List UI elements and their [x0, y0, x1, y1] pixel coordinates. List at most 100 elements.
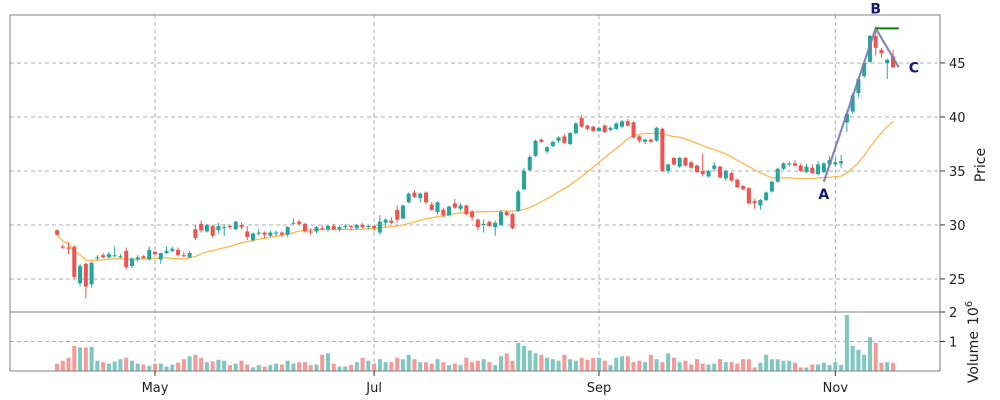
candle: [470, 209, 475, 221]
candle: [516, 189, 521, 212]
date-tick-label: May: [142, 381, 169, 396]
volume-bar: [377, 359, 382, 371]
candle-body: [787, 163, 792, 165]
volume-bar: [400, 359, 405, 371]
candle-body: [331, 226, 336, 230]
volume-bar: [412, 359, 417, 371]
candle: [406, 192, 411, 204]
candle: [475, 218, 480, 231]
candle: [769, 180, 774, 193]
candle-body: [775, 168, 780, 182]
volume-bar: [792, 362, 798, 371]
candle: [620, 120, 625, 128]
volume-bar: [568, 359, 573, 371]
volume-bar: [804, 367, 809, 371]
candle: [694, 164, 699, 174]
candle: [821, 162, 826, 174]
volume-bar: [694, 359, 699, 371]
volume-bar: [545, 357, 550, 371]
candle: [245, 226, 250, 241]
candle-body: [372, 226, 377, 229]
candle: [752, 199, 757, 209]
candle-body: [637, 136, 642, 141]
candle: [527, 154, 532, 171]
candle-body: [475, 219, 480, 228]
candles: [54, 30, 896, 299]
candle-body: [873, 35, 878, 48]
candle-body: [349, 226, 354, 228]
volume-bar: [112, 361, 117, 371]
candle-body: [435, 202, 440, 212]
volume-bar: [654, 359, 659, 371]
volume-bar: [510, 360, 515, 371]
candle: [648, 138, 653, 143]
volume-exponent-base: 10: [966, 307, 982, 325]
candle-body: [400, 205, 405, 219]
candle: [839, 154, 844, 168]
candle-body: [60, 246, 65, 248]
volume-bar: [129, 360, 134, 371]
volume-bar: [331, 363, 336, 371]
candle: [504, 210, 509, 217]
candle-body: [752, 201, 757, 204]
volume-bar: [470, 362, 475, 371]
candle-body: [164, 250, 169, 254]
volume-tick-label: 2: [949, 306, 957, 321]
candle: [764, 191, 769, 202]
candle-body: [187, 253, 192, 258]
candle: [395, 205, 400, 223]
svg-text:Volume106: Volume 106: [964, 301, 982, 383]
volume-bar: [533, 353, 538, 371]
volume-bar: [181, 359, 186, 371]
candle: [585, 124, 590, 130]
date-tick-label: Jul: [365, 381, 382, 396]
volume-bar: [297, 362, 302, 371]
volume-bar: [274, 363, 279, 371]
candle: [325, 224, 330, 232]
candle-body: [412, 192, 417, 197]
volume-bar: [95, 360, 100, 371]
candle: [377, 215, 382, 235]
volume-bar: [516, 342, 521, 371]
candle: [66, 242, 71, 255]
candle: [798, 163, 803, 173]
candle-body: [152, 251, 158, 255]
candle: [274, 230, 279, 236]
volume-bar: [141, 364, 146, 371]
pattern-point-label-c: C: [909, 60, 919, 76]
candle: [539, 138, 544, 143]
volume-bar: [78, 347, 83, 371]
candle: [833, 157, 838, 167]
candle: [308, 228, 313, 235]
volume-bar: [279, 364, 284, 371]
candle-body: [285, 227, 290, 235]
candle: [666, 163, 671, 174]
candle: [291, 218, 296, 225]
volume-bar: [689, 364, 694, 371]
candle: [112, 246, 117, 258]
candle-body: [556, 137, 561, 141]
candle: [147, 246, 152, 261]
candle-body: [72, 246, 77, 277]
volume-bar: [285, 360, 290, 371]
volume-bar: [458, 365, 463, 371]
candle-body: [227, 226, 232, 228]
candle: [787, 161, 792, 167]
candle-body: [429, 204, 434, 210]
candle: [596, 126, 601, 133]
candle-body: [129, 258, 134, 266]
candle-body: [741, 186, 746, 190]
candle: [423, 191, 429, 205]
volume-bar: [850, 345, 855, 371]
price-tick-label: 35: [949, 165, 966, 180]
candle: [389, 217, 394, 224]
price-axis-title: Price: [973, 148, 989, 182]
volume-bar: [718, 359, 723, 371]
candle: [152, 250, 158, 256]
volume-bar: [245, 364, 250, 371]
volume-bar: [873, 342, 878, 371]
volume-bar: [176, 362, 181, 371]
volume-bar: [729, 362, 734, 371]
candle-body: [383, 219, 388, 223]
candle-body: [268, 232, 273, 236]
